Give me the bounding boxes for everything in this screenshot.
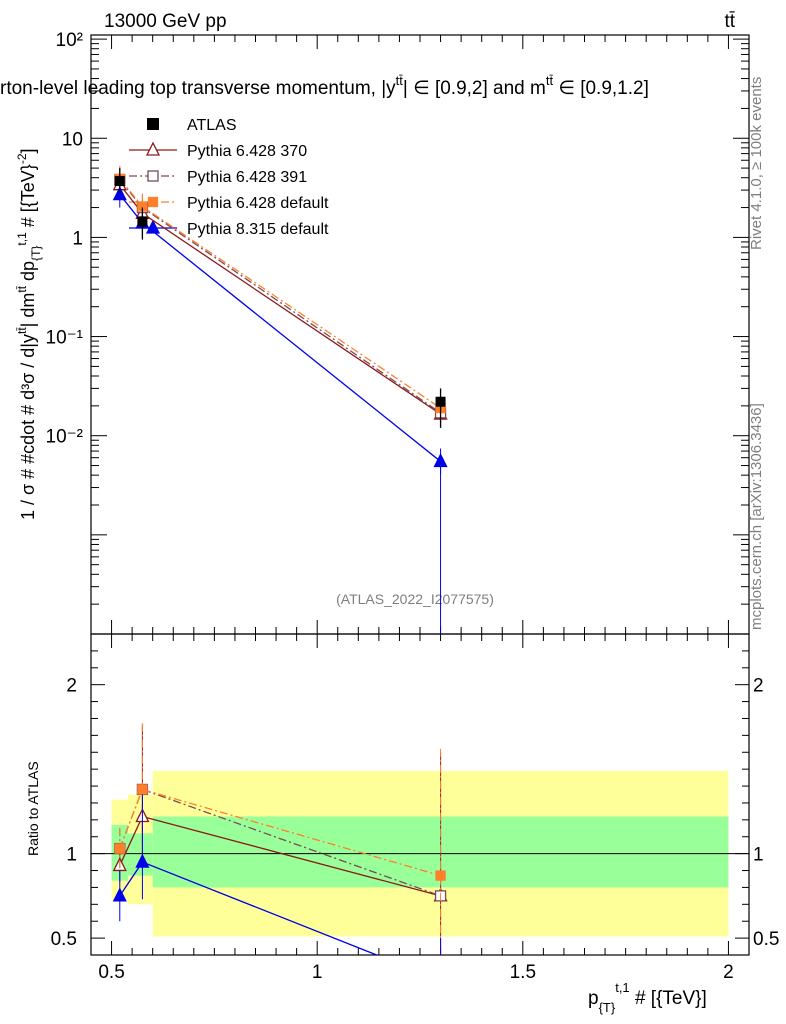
data-point — [435, 396, 446, 407]
data-point — [114, 176, 125, 187]
legend: ATLAS Pythia 6.428 370 Pythia 6.428 391 Pyt… — [129, 117, 329, 238]
y-tick-label: 10² — [56, 30, 83, 51]
legend-marker-0 — [145, 141, 161, 156]
legend-label-3: Pythia 8.315 default — [187, 221, 329, 238]
data-point — [137, 216, 148, 227]
ratio-panel: 0.5 1 1.5 2 0.5 0.5 1 1 2 2 — [51, 633, 779, 983]
ratio-tick-label-right: 2 — [753, 676, 764, 697]
legend-label-0: Pythia 6.428 370 — [187, 143, 307, 160]
legend-marker-2 — [147, 196, 159, 208]
y-tick-label: 10⁻¹ — [46, 328, 84, 349]
main-line-2 — [119, 178, 441, 409]
main-line-1 — [119, 179, 441, 414]
ratio-y-axis-label: Ratio to ATLAS — [25, 761, 41, 856]
x-tick-label: 0.5 — [98, 962, 124, 983]
ratio-tick-label: 0.5 — [51, 929, 77, 950]
x-tick-label: 1 — [312, 962, 323, 983]
ratio-band-green-1 — [128, 833, 153, 876]
ratio-tick-label: 2 — [66, 676, 77, 697]
ratio-series-layer — [112, 723, 448, 956]
legend-marker-3 — [145, 219, 161, 234]
title-part-1: rton-level leading top transverse moment… — [0, 78, 396, 99]
x-tick-label: 2 — [723, 962, 734, 983]
ratio-line-2 — [119, 788, 441, 877]
legend-label-1: Pythia 6.428 391 — [187, 169, 307, 186]
ratio-point-3 — [112, 887, 127, 902]
title-part-3: ∈ [0.9,1.2] — [553, 78, 649, 99]
main-point-3 — [112, 186, 127, 201]
ratio-tick-label: 1 — [66, 845, 77, 866]
y-axis-label: 1 / σ # #cdot # d³σ / d|ytt̄| dmtt̄ dp{T… — [15, 148, 43, 520]
ratio-point-3 — [135, 853, 150, 868]
x-axis-label: p{T}t,1 # [{TeV}] — [588, 980, 707, 1015]
legend-label-2: Pythia 6.428 default — [187, 195, 329, 212]
process-label: tt̄ — [724, 11, 735, 32]
ratio-point-2 — [137, 784, 148, 795]
x-tick-label: 1.5 — [510, 962, 536, 983]
ratio-tick-label-right: 0.5 — [753, 929, 779, 950]
y-tick-label: 1 — [72, 228, 83, 249]
analysis-watermark: (ATLAS_2022_I2077575) — [336, 591, 494, 607]
mcplots-label: mcplots.cern.ch [arXiv:1306.3436] — [748, 403, 765, 630]
energy-label: 13000 GeV pp — [104, 11, 227, 32]
ratio-point-2 — [435, 870, 446, 881]
y-tick-label: 10 — [62, 129, 83, 150]
plot-title: rton-level leading top transverse moment… — [0, 73, 649, 99]
y-tick-label: 10⁻² — [46, 427, 84, 448]
rivet-version-label: Rivet 4.1.0, ≥ 100k events — [748, 77, 765, 250]
ratio-tick-label-right: 1 — [753, 845, 764, 866]
legend-marker-1 — [147, 170, 159, 182]
legend-marker-data — [147, 118, 159, 130]
title-sup-2: tt̄ — [546, 73, 554, 88]
title-sup-1: tt̄ — [396, 73, 404, 88]
legend-label-data: ATLAS — [187, 117, 237, 134]
ratio-point-2 — [114, 843, 125, 854]
title-part-2: | ∈ [0.9,2] and m — [403, 78, 546, 99]
main-series-layer — [112, 165, 448, 634]
